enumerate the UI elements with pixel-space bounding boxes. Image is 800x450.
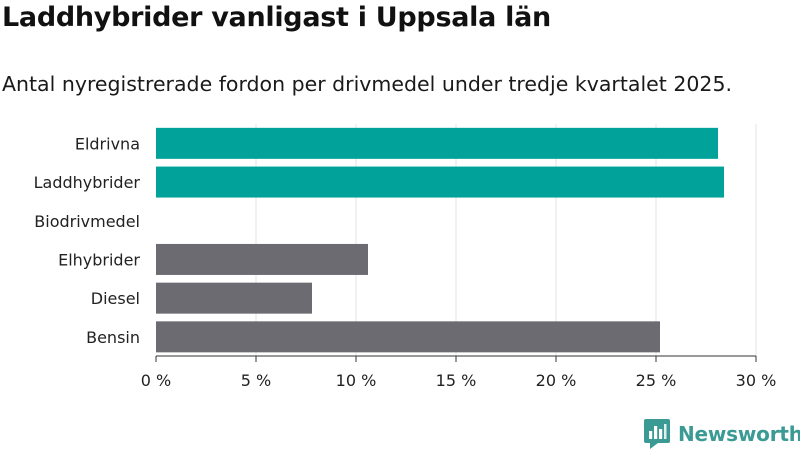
category-label: Biodrivmedel <box>34 212 140 231</box>
x-tick-label: 10 % <box>336 371 377 390</box>
grid-lines <box>255 124 757 356</box>
bar-elhybrider <box>156 243 368 275</box>
x-tick-label: 5 % <box>241 371 271 390</box>
brand-name: Newsworthy <box>678 422 800 446</box>
category-label: Laddhybrider <box>34 173 141 192</box>
category-labels: Eldrivna Laddhybrider Biodrivmedel Elhybrid… <box>34 134 141 347</box>
x-axis: 0 % 5 % 10 % 15 % 20 % 25 % 30 % <box>141 355 777 390</box>
bar-bensin <box>156 321 660 353</box>
category-label: Elhybrider <box>58 250 140 269</box>
bar-diesel <box>156 282 312 314</box>
x-tick-label: 20 % <box>536 371 577 390</box>
category-label: Eldrivna <box>75 134 140 153</box>
x-tick-label: 25 % <box>636 371 677 390</box>
newsworthy-logo-icon <box>644 419 670 449</box>
bar-eldrivna <box>156 127 718 159</box>
brand-logo: Newsworthy <box>644 419 800 449</box>
chart-subtitle: Antal nyregistrerade fordon per drivmede… <box>2 72 733 96</box>
bars <box>156 127 724 353</box>
x-tick-label: 0 % <box>141 371 171 390</box>
category-label: Bensin <box>86 328 140 347</box>
x-tick-label: 30 % <box>736 371 777 390</box>
category-label: Diesel <box>91 289 140 308</box>
chart-title: Laddhybrider vanligast i Uppsala län <box>2 2 551 33</box>
x-tick-label: 15 % <box>436 371 477 390</box>
bar-laddhybrider <box>156 166 724 198</box>
